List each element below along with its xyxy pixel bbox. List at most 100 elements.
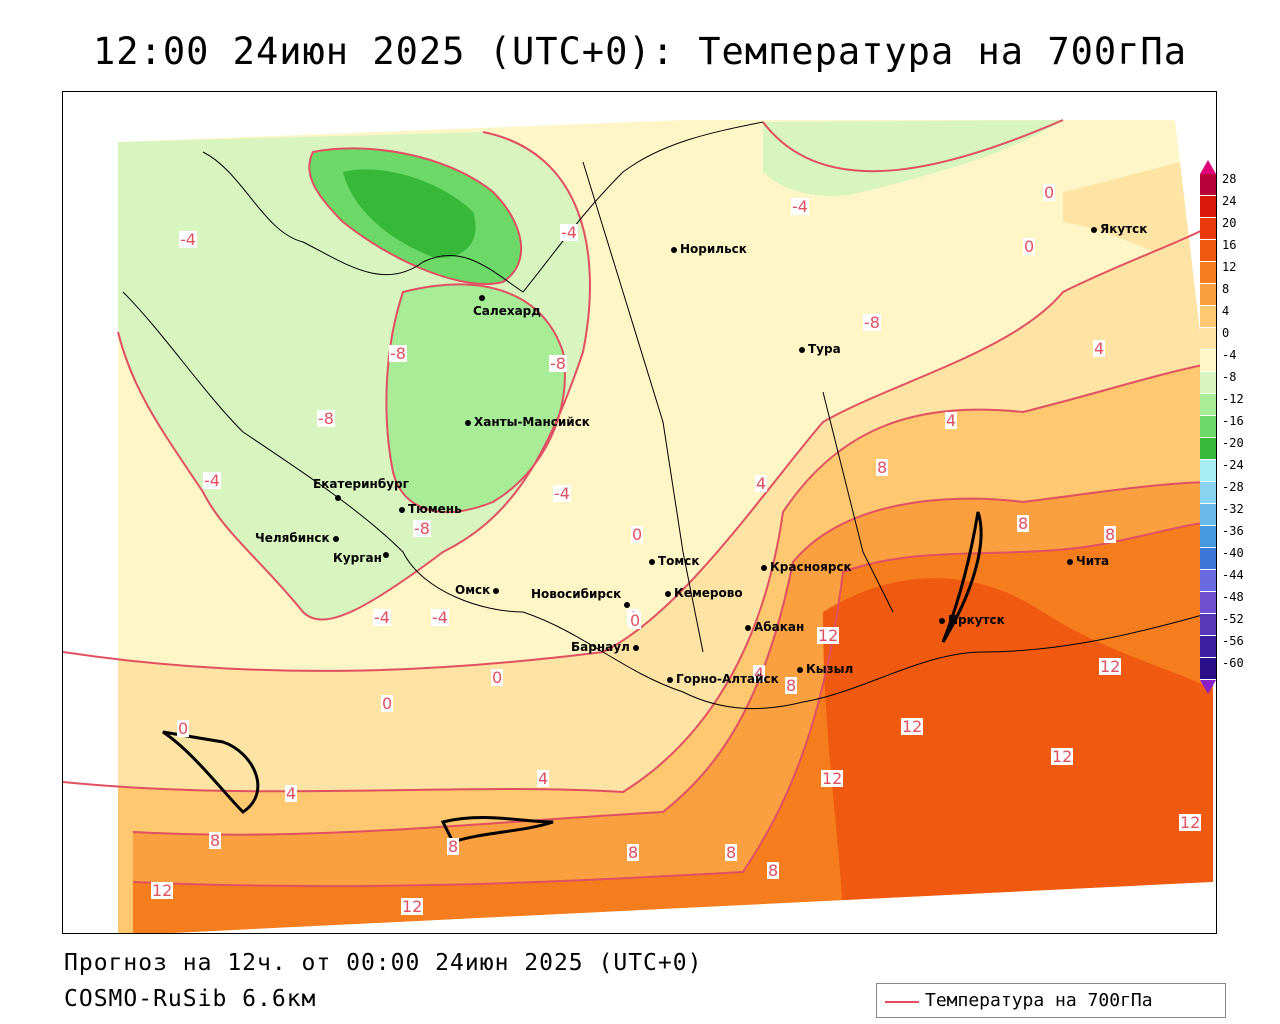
contour-label: 8 (725, 843, 738, 862)
colorbar-tick-label: 12 (1222, 260, 1237, 274)
contour-label: 8 (1104, 525, 1117, 544)
contour-label: 0 (381, 694, 394, 713)
contour-label: 8 (767, 861, 780, 880)
contour-label: 8 (627, 843, 640, 862)
colorbar-segment (1200, 196, 1216, 218)
city-marker[interactable]: Чита (1067, 554, 1109, 568)
contour-label: 0 (177, 719, 190, 738)
city-marker[interactable] (335, 490, 344, 504)
colorbar-tick-label: -12 (1222, 392, 1244, 406)
colorbar-tick-label: 4 (1222, 304, 1230, 318)
city-marker[interactable]: Ханты-Мансийск (465, 415, 590, 429)
contour-label: -8 (317, 409, 335, 428)
colorbar-tick-label: -52 (1222, 612, 1244, 626)
city-dot (335, 494, 341, 501)
city-marker[interactable]: Челябинск (255, 531, 342, 545)
colorbar-tick-label: -32 (1222, 502, 1244, 516)
city-marker[interactable]: Абакан (745, 620, 804, 634)
city-dot (667, 676, 673, 683)
city-marker[interactable] (479, 290, 488, 304)
colorbar-segment (1200, 372, 1216, 394)
colorbar-tick-label: -16 (1222, 414, 1244, 428)
colorbar-tick-label: -60 (1222, 656, 1244, 670)
city-dot (665, 590, 671, 597)
contour-label: -4 (179, 230, 197, 249)
contour-label: 8 (1017, 514, 1030, 533)
temperature-map[interactable]: -4 -4 -4 0 0 -4 -8 -8 -8 -8 -4 -4 4 -8 4… (62, 91, 1217, 934)
colorbar-segment (1200, 350, 1216, 372)
contour-label: 4 (945, 411, 958, 430)
contour-label: 0 (631, 525, 644, 544)
colorbar-tick-label: -44 (1222, 568, 1244, 582)
colorbar-tick-label: 28 (1222, 172, 1237, 186)
temp-band-minus-8 (386, 284, 565, 512)
city-dot (1091, 226, 1097, 233)
city-dot (624, 602, 631, 608)
city-marker[interactable]: Якутск (1091, 222, 1147, 236)
colorbar-tick-label: -36 (1222, 524, 1244, 538)
colorbar-segment (1200, 394, 1216, 416)
colorbar-segment (1200, 262, 1216, 284)
colorbar-segment (1200, 174, 1216, 196)
colorbar-segment (1200, 306, 1216, 328)
legend-label: Температура на 700гПа (925, 990, 1153, 1011)
contour-label: 0 (1023, 237, 1036, 256)
city-marker[interactable]: Иркутск (939, 613, 1005, 627)
contour-label: -4 (791, 197, 809, 216)
contour-label: -8 (413, 519, 431, 538)
city-marker[interactable]: Горно-Алтайск (667, 672, 779, 686)
city-label: Салехард (473, 304, 541, 318)
contour-label: 12 (901, 717, 924, 736)
contour-label: 12 (817, 626, 840, 645)
colorbar-tick-label: 8 (1222, 282, 1230, 296)
city-marker[interactable]: Норильск (671, 242, 747, 256)
contour-label: 0 (491, 668, 504, 687)
city-dot (399, 506, 405, 513)
model-name: COSMO-RuSib 6.6км (64, 986, 317, 1012)
colorbar-tick-label: -24 (1222, 458, 1244, 472)
borders (122, 121, 1214, 844)
colorbar-segment (1200, 526, 1216, 548)
contour-label: 12 (1099, 657, 1122, 676)
city-marker[interactable]: Тура (799, 342, 841, 356)
city-marker[interactable]: Красноярск (761, 560, 852, 574)
city-dot (797, 666, 803, 673)
contour-label: 8 (785, 676, 798, 695)
contour-label: -4 (560, 223, 578, 242)
colorbar-tick-label: -48 (1222, 590, 1244, 604)
map-canvas (63, 92, 1216, 933)
city-marker[interactable]: Новосибирск (531, 587, 633, 608)
temp-band-minus-16 (343, 169, 476, 258)
colorbar-segment (1200, 570, 1216, 592)
colorbar-tick-label: -8 (1222, 370, 1237, 384)
city-marker[interactable]: Томск (649, 554, 700, 568)
city-marker[interactable]: Тюмень (399, 502, 462, 516)
city-marker[interactable]: Кемерово (665, 586, 743, 600)
contour-label: 0 (629, 611, 642, 630)
city-dot (649, 558, 655, 565)
city-dot (799, 346, 805, 353)
city-marker[interactable]: Кызыл (797, 662, 853, 676)
colorbar-segment (1200, 218, 1216, 240)
legend: Температура на 700гПа (876, 983, 1226, 1018)
legend-line-swatch (885, 1001, 919, 1003)
contour-label: -8 (549, 354, 567, 373)
city-marker[interactable]: Курган (333, 551, 382, 565)
contour-label: -4 (373, 608, 391, 627)
city-marker[interactable]: Омск (455, 583, 502, 597)
city-marker[interactable]: Барнаул (571, 640, 642, 654)
colorbar-segment (1200, 460, 1216, 482)
contour-label: 4 (285, 784, 298, 803)
city-dot (671, 246, 677, 253)
contour-label: 4 (753, 664, 766, 683)
city-dot (493, 587, 500, 594)
city-dot (939, 617, 945, 624)
colorbar-segment (1200, 504, 1216, 526)
colorbar-segment (1200, 548, 1216, 570)
city-dot (745, 624, 751, 631)
contour-label: -4 (553, 484, 571, 503)
colorbar-segment (1200, 592, 1216, 614)
contour-label: -4 (203, 471, 221, 490)
colorbar-tick-label: 24 (1222, 194, 1237, 208)
colorbar-segment (1200, 482, 1216, 504)
